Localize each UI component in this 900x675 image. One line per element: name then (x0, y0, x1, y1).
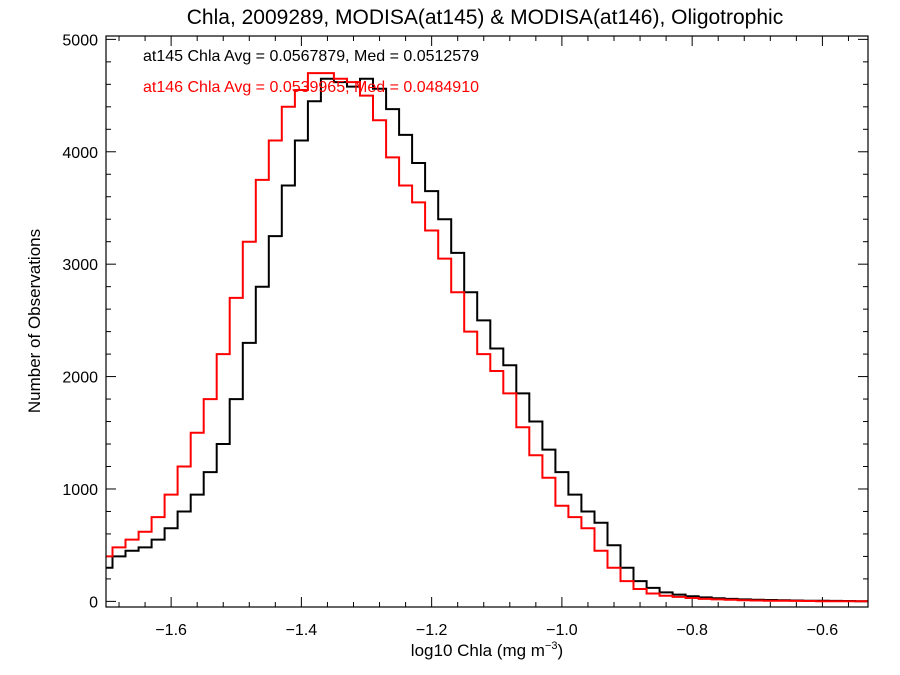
ticks-layer: −1.6 −1.4 −1.2 −1.0 −0.8 −0.6 0 1000 2000 3000 400… (62, 32, 868, 639)
x-tick-label: −1.4 (286, 622, 318, 639)
x-tick-label: −0.8 (676, 622, 708, 639)
annotation-at145: at145 Chla Avg = 0.0567879, Med = 0.0512… (143, 48, 479, 65)
x-tick-label: −1.2 (416, 622, 448, 639)
y-axis-label: Number of Observations (25, 229, 44, 413)
y-tick-label: 3000 (62, 257, 98, 274)
y-tick-label: 1000 (62, 482, 98, 499)
series-line-at145 (106, 77, 868, 603)
x-axis-label: log10 Chla (mg m−3) (411, 640, 563, 660)
chart-title: Chla, 2009289, MODISA(at145) & MODISA(at… (187, 6, 783, 29)
y-tick-label: 5000 (62, 32, 98, 49)
x-axis-label-superscript: −3 (545, 640, 558, 652)
y-tick-label: 2000 (62, 370, 98, 387)
x-tick-label: −1.6 (155, 622, 187, 639)
annotation-at146: at146 Chla Avg = 0.0539965, Med = 0.0484… (143, 79, 479, 96)
x-tick-label: −1.0 (546, 622, 578, 639)
plot-frame (105, 35, 869, 608)
series-layer (106, 72, 868, 603)
y-tick-label: 0 (89, 594, 98, 611)
x-axis-label-close: ) (558, 641, 564, 660)
x-axis-label-main: log10 Chla (mg m (411, 641, 545, 660)
x-tick-label: −0.6 (807, 622, 839, 639)
series-line-at146 (106, 72, 868, 603)
y-tick-label: 4000 (62, 145, 98, 162)
